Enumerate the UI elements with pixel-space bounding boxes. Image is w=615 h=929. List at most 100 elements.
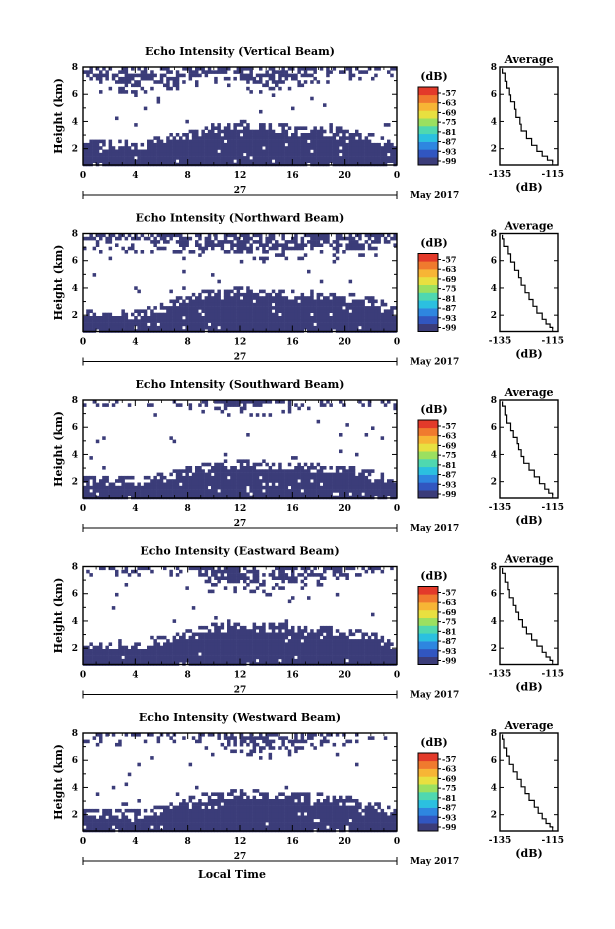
heatmap-cell [243,146,247,150]
heatmap-cell [204,289,209,294]
heatmap-cell [92,658,97,663]
heatmap-cell [246,325,250,330]
heatmap-cell [86,649,90,653]
heatmap-cell [223,146,228,150]
heatmap-cell [111,322,116,327]
heatmap-cell [92,479,97,483]
heatmap-cell [195,142,199,147]
heatmap-cell [345,302,349,307]
heatmap-cell [271,136,276,140]
heatmap-cell [89,152,93,157]
heatmap-cell [252,489,257,493]
heatmap-cell [393,159,397,163]
heatmap-cell [265,306,269,310]
heatmap-cell [127,322,132,327]
heatmap-cell [316,479,321,483]
heatmap-cell [182,139,186,144]
heatmap-cell [188,149,193,154]
heatmap-cell [124,482,129,487]
heatmap-cell [319,279,324,284]
heatmap-cell [153,136,157,140]
heatmap-cell [319,233,324,238]
heatmap-cell [393,406,397,411]
heatmap-cell [367,159,372,163]
colorbar-segment [418,420,438,429]
heatmap-cell [249,485,253,490]
heatmap-cell [358,76,362,81]
heatmap-cell [243,658,247,663]
heatmap-cell [204,462,209,467]
heatmap-cell [195,469,199,473]
heatmap-cell [134,485,138,490]
heatmap-cell [348,279,353,284]
heatmap-cell [262,246,266,251]
heatmap-cell [118,316,122,320]
heatmap-cell [220,136,225,140]
heatmap-cell [223,322,228,327]
heatmap-cell [358,299,362,304]
heatmap-cell [275,159,279,163]
heatmap-cell [271,485,276,490]
heatmap-cell [246,576,250,580]
heatmap-cell [108,142,113,147]
heatmap-cell [316,292,321,297]
heatmap-cell [345,472,349,477]
heatmap-cell [342,655,346,660]
heatmap-cell [236,403,241,407]
heatmap-cell [271,625,276,630]
heatmap-cell [204,489,209,493]
heatmap-cell [217,649,221,653]
heatmap-cell [188,319,193,323]
heatmap-cell [182,236,186,241]
heatmap-cell [339,492,343,496]
heatmap-cell [252,658,257,663]
heatmap-cell [335,236,340,241]
heatmap-cell [239,469,244,473]
heatmap-cell [89,309,93,313]
heatmap-cell [223,319,228,323]
heatmap-cell [159,655,164,660]
heatmap-cell [182,243,186,247]
heatmap-cell [140,649,145,653]
heatmap-cell [233,292,237,297]
colorbar-segment [418,157,438,166]
heatmap-cell [364,296,369,300]
heatmap-cell [275,649,279,653]
heatmap-cell [246,479,250,483]
heatmap-cell [310,80,314,84]
heatmap-cell [316,579,321,584]
heatmap-cell [83,652,87,656]
heatmap-cell [390,479,394,483]
heatmap-cell [348,76,353,81]
heatmap-cell [294,129,298,134]
heatmap-cell [300,243,305,247]
heatmap-cell [364,482,369,487]
heatmap-cell [313,299,317,304]
heatmap-cell [339,126,343,130]
heatmap-cell [390,159,394,163]
heatmap-cell [329,652,333,656]
heatmap-cell [371,639,375,643]
heatmap-cell [124,316,129,320]
average-title: Average [503,220,553,233]
heatmap-cell [95,142,100,147]
heatmap-cell [201,635,205,640]
heatmap-cell [108,658,113,663]
heatmap-cell [86,149,90,154]
heatmap-cell [316,146,321,150]
heatmap-cell [220,635,225,640]
heatmap-cell [214,616,218,620]
heatmap-cell [281,139,285,144]
heatmap-cell [124,322,129,327]
heatmap-cell [390,152,394,157]
heatmap-cell [278,133,282,137]
heatmap-cell [249,658,253,663]
heatmap-cell [377,316,381,320]
heatmap-cell [188,302,193,307]
colorbar-segment [418,594,438,603]
heatmap-cell [214,139,218,144]
heatmap-cell [339,632,343,637]
day-label: 27 [234,686,247,696]
heatmap-cell [143,152,148,157]
heatmap-cell [223,70,228,74]
